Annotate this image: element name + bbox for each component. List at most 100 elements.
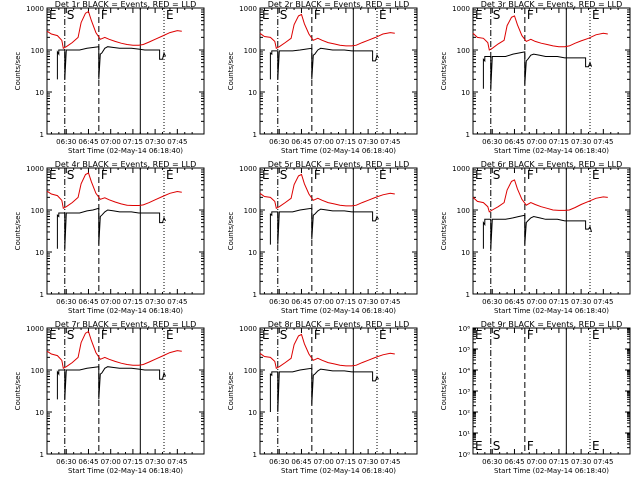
panel-det-7r: Det 7r BLACK = Events, RED = LLD 1 10 100 10… bbox=[14, 320, 205, 475]
lld-series bbox=[46, 10, 182, 50]
x-tick-label: 07:15 bbox=[123, 298, 143, 306]
marker-label-top: E bbox=[262, 8, 270, 22]
marker-label-top: E bbox=[379, 328, 387, 342]
y-tick-label: 10 bbox=[248, 409, 257, 417]
x-tick-label: 07:30 bbox=[571, 458, 591, 466]
x-tick-label: 07:30 bbox=[358, 298, 378, 306]
events-series bbox=[269, 47, 379, 80]
lld-series bbox=[259, 173, 395, 210]
x-tick-label: 06:45 bbox=[78, 298, 98, 306]
x-tick-label: 07:00 bbox=[527, 138, 547, 146]
plot-frame bbox=[472, 7, 631, 135]
plot-frame bbox=[259, 7, 418, 135]
panel-title: Det 6r BLACK = Events, RED = LLD bbox=[481, 160, 623, 169]
panel-title: Det 9r BLACK = Events, RED = LLD bbox=[481, 320, 623, 329]
x-tick-label: 06:45 bbox=[78, 138, 98, 146]
events-series bbox=[269, 207, 379, 245]
y-tick-label: 1 bbox=[40, 131, 44, 139]
x-tick-label: 07:00 bbox=[314, 458, 334, 466]
marker-label-top: E bbox=[166, 328, 174, 342]
x-tick-label: 06:45 bbox=[78, 458, 98, 466]
marker-label-top: F bbox=[101, 168, 108, 182]
x-tick-label: 07:15 bbox=[336, 298, 356, 306]
panel-det-1r: Det 1r BLACK = Events, RED = LLD 1 10 100 10… bbox=[14, 0, 205, 155]
x-tick-label: 07:00 bbox=[101, 458, 121, 466]
y-tick-label: 100 bbox=[244, 47, 257, 55]
y-tick-label: 1000 bbox=[26, 5, 44, 13]
y-tick-label: 1000 bbox=[239, 165, 257, 173]
y-tick-label: 100 bbox=[457, 47, 470, 55]
panel-det-6r: Det 6r BLACK = Events, RED = LLD 1 10 100 10… bbox=[440, 160, 631, 315]
x-tick-label: 07:45 bbox=[167, 298, 187, 306]
marker-label-top: S bbox=[493, 8, 501, 22]
x-axis-label: Start Time (02-May-14 06:18:40) bbox=[494, 467, 609, 475]
x-tick-label: 07:00 bbox=[101, 298, 121, 306]
y-tick-label: 100 bbox=[244, 207, 257, 215]
lld-series bbox=[259, 13, 395, 50]
x-tick-label: 07:15 bbox=[123, 138, 143, 146]
y-axis-label: Counts/sec bbox=[227, 372, 235, 411]
y-tick-label: 100 bbox=[457, 207, 470, 215]
y-tick-label: 1000 bbox=[452, 165, 470, 173]
marker-label-top: E bbox=[49, 168, 57, 182]
y-axis-label: Counts/sec bbox=[14, 372, 22, 411]
lld-series bbox=[46, 172, 182, 210]
y-tick-label: 1 bbox=[40, 291, 44, 299]
lld-series bbox=[46, 330, 182, 370]
events-series bbox=[56, 366, 166, 400]
marker-label-top: F bbox=[101, 328, 108, 342]
x-tick-label: 07:45 bbox=[593, 458, 613, 466]
x-tick-label: 07:15 bbox=[549, 458, 569, 466]
marker-label-top: E bbox=[592, 168, 600, 182]
marker-label-top: E bbox=[166, 168, 174, 182]
y-axis-label: Counts/sec bbox=[227, 52, 235, 91]
panel-title: Det 1r BLACK = Events, RED = LLD bbox=[55, 0, 197, 9]
y-tick-label: 100 bbox=[244, 367, 257, 375]
x-tick-label: 06:45 bbox=[291, 138, 311, 146]
panel-title: Det 4r BLACK = Events, RED = LLD bbox=[55, 160, 197, 169]
marker-label-top: F bbox=[314, 8, 321, 22]
panel-det-4r: Det 4r BLACK = Events, RED = LLD 1 10 100 10… bbox=[14, 160, 205, 315]
x-tick-label: 07:15 bbox=[549, 138, 569, 146]
x-tick-label: 07:30 bbox=[571, 298, 591, 306]
x-tick-label: 07:30 bbox=[358, 138, 378, 146]
y-axis-label: Counts/sec bbox=[14, 212, 22, 251]
x-tick-label: 07:30 bbox=[358, 458, 378, 466]
marker-label-top: E bbox=[379, 8, 387, 22]
y-tick-label: 10² bbox=[458, 409, 470, 417]
marker-label-top: F bbox=[101, 8, 108, 22]
x-tick-label: 07:15 bbox=[123, 458, 143, 466]
y-tick-label: 10 bbox=[35, 409, 44, 417]
x-tick-label: 07:00 bbox=[527, 298, 547, 306]
y-tick-label: 10 bbox=[461, 249, 470, 257]
x-tick-label: 06:30 bbox=[56, 298, 76, 306]
x-tick-label: 07:15 bbox=[336, 138, 356, 146]
marker-label-top: E bbox=[166, 8, 174, 22]
marker-label-top: S bbox=[67, 328, 75, 342]
x-tick-label: 07:00 bbox=[101, 138, 121, 146]
x-tick-label: 07:30 bbox=[145, 458, 165, 466]
x-tick-label: 07:45 bbox=[380, 298, 400, 306]
x-tick-label: 07:30 bbox=[145, 298, 165, 306]
x-tick-label: 06:30 bbox=[56, 458, 76, 466]
marker-label-top: E bbox=[379, 168, 387, 182]
x-tick-label: 07:15 bbox=[549, 298, 569, 306]
marker-label-bottom: F bbox=[527, 439, 534, 453]
y-tick-label: 1 bbox=[40, 451, 44, 459]
plot-frame bbox=[259, 167, 418, 295]
x-tick-label: 06:30 bbox=[482, 458, 502, 466]
marker-label-top: E bbox=[262, 168, 270, 182]
x-tick-label: 07:00 bbox=[314, 298, 334, 306]
marker-label-top: E bbox=[592, 8, 600, 22]
x-tick-label: 07:45 bbox=[167, 138, 187, 146]
y-tick-label: 1000 bbox=[26, 165, 44, 173]
marker-label-top: F bbox=[314, 168, 321, 182]
y-tick-label: 1 bbox=[253, 291, 257, 299]
y-tick-label: 1000 bbox=[239, 325, 257, 333]
panel-title: Det 2r BLACK = Events, RED = LLD bbox=[268, 0, 410, 9]
x-tick-label: 07:45 bbox=[167, 458, 187, 466]
plot-frame bbox=[46, 7, 205, 135]
marker-label-top: E bbox=[262, 328, 270, 342]
y-tick-label: 1 bbox=[466, 291, 470, 299]
marker-label-bottom: E bbox=[592, 439, 600, 453]
